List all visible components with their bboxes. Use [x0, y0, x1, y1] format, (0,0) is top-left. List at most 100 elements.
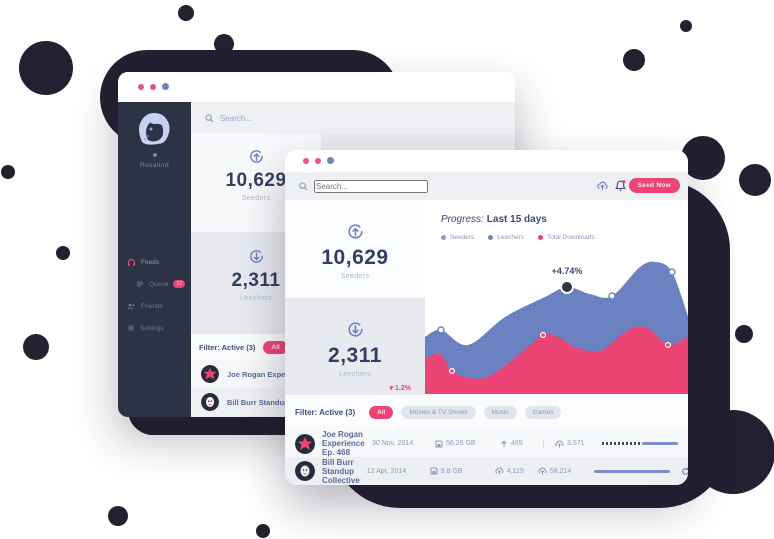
- torrent-size: 56.25 GB: [435, 440, 493, 448]
- torrent-title: Joe Rogan Experience Ep. 468: [322, 430, 365, 457]
- torrent-date: 12 Apr, 2014: [366, 467, 407, 475]
- seeders-value: 10,629: [321, 246, 389, 269]
- front-window-titlebar: [285, 150, 688, 172]
- search-icon: [299, 181, 308, 190]
- decor-circle: [108, 506, 128, 526]
- bell-icon[interactable]: [615, 180, 626, 192]
- cloud-up-icon: [555, 440, 564, 447]
- front-app-window: Seed Now 10,629 Seeders 2,311 Leechers ▾…: [285, 150, 688, 485]
- refresh-icon[interactable]: [681, 467, 688, 476]
- decor-circle: [739, 164, 771, 196]
- torrent-seeds: 4,119: [495, 467, 531, 475]
- headset-icon: [127, 258, 136, 266]
- torrent-thumbnail: [201, 365, 219, 383]
- legend-dot: [441, 235, 446, 240]
- chart-title: Progress: Last 15 days: [441, 214, 547, 225]
- legend-dot: [488, 235, 494, 240]
- disk-icon: [430, 467, 438, 475]
- window-control-dot[interactable]: [327, 157, 334, 164]
- torrent-title: Joe Rogan Experience Ep. 468: [227, 369, 336, 379]
- progress-chart-panel: Progress: Last 15 days Seeders Leechers T…: [425, 200, 688, 395]
- cloud-up-icon: [495, 467, 504, 475]
- legend-item-total-downloads[interactable]: Total Downloads: [537, 234, 595, 241]
- status-dot: [153, 153, 157, 157]
- torrent-size: 9.8 GB: [430, 467, 488, 475]
- search-input[interactable]: [314, 179, 428, 193]
- leechers-value: 2,311: [328, 344, 382, 367]
- list-icon: [137, 281, 143, 287]
- window-control-dot[interactable]: [150, 84, 156, 90]
- chart-title-prefix: Progress:: [441, 214, 484, 225]
- torrent-thumbnail: [201, 393, 219, 411]
- seeders-value: 10,629: [225, 170, 287, 191]
- upload-icon[interactable]: [597, 181, 608, 191]
- decor-circle: [680, 20, 692, 32]
- upload-stat-icon: [347, 224, 363, 239]
- decor-circle: [56, 246, 70, 260]
- seed-now-button[interactable]: Seed Now: [628, 178, 680, 193]
- window-control-dot[interactable]: [138, 84, 144, 90]
- leechers-label: Leechers: [339, 371, 371, 378]
- progress-solid-segment: [593, 469, 670, 473]
- torrent-peers: 58,214: [538, 467, 582, 475]
- download-stat-icon: [249, 250, 263, 263]
- torrent-row[interactable]: Joe Rogan Experience Ep. 468 30 Nov, 201…: [285, 430, 688, 457]
- progress-bar: [593, 469, 670, 473]
- filter-pill-music[interactable]: Music: [483, 406, 517, 419]
- decor-circle: [735, 325, 753, 343]
- decor-circle: [623, 49, 645, 71]
- sidebar-item-feeds[interactable]: Feeds: [118, 254, 191, 270]
- queue-count-badge: 12: [173, 280, 185, 288]
- disk-icon: [435, 440, 443, 447]
- leechers-label: Leechers: [240, 295, 272, 302]
- progress-bar: [602, 442, 678, 446]
- sidebar-item-friends[interactable]: Friends: [118, 298, 191, 314]
- leechers-value: 2,311: [231, 270, 281, 291]
- decor-circle: [681, 136, 725, 180]
- search-input[interactable]: [220, 113, 340, 123]
- decor-circle: [178, 5, 194, 21]
- back-window-titlebar: [118, 72, 515, 102]
- user-avatar[interactable]: [134, 110, 174, 150]
- progress-solid-segment: [641, 442, 678, 445]
- divider: [543, 438, 544, 449]
- chart-title-main: Last 15 days: [486, 214, 547, 225]
- decor-circle: [1, 165, 15, 179]
- decor-circle: [214, 34, 234, 54]
- decor-circle: [23, 334, 49, 360]
- progress-dashed-segment: [602, 442, 642, 445]
- filter-pill-all[interactable]: All: [263, 340, 288, 354]
- search-icon: [205, 113, 214, 122]
- arrow-up-icon: [501, 440, 507, 447]
- sidebar-item-label: Queue: [149, 280, 169, 288]
- window-control-dot[interactable]: [315, 158, 321, 164]
- window-control-dot[interactable]: [303, 158, 309, 164]
- front-search-bar: Seed Now: [285, 172, 688, 200]
- back-search-bar: [191, 102, 515, 134]
- filter-label: Filter: Active (3): [199, 342, 256, 352]
- torrent-row[interactable]: Bill Burr Standup Collective 12 Apr, 201…: [285, 457, 688, 485]
- decor-circle: [145, 425, 155, 435]
- sidebar-item-queue[interactable]: Queue 12: [118, 276, 191, 292]
- svg-text:+4.74%: +4.74%: [552, 266, 583, 276]
- chart-legend: Seeders Leechers Total Downloads: [441, 234, 595, 241]
- torrent-title: Bill Burr Standup Collective: [322, 457, 360, 485]
- legend-item-leechers[interactable]: Leechers: [488, 234, 524, 241]
- legend-item-seeders[interactable]: Seeders: [441, 234, 474, 241]
- legend-dot: [537, 235, 543, 240]
- torrent-thumbnail: [295, 433, 315, 454]
- torrent-thumbnail: [295, 461, 315, 481]
- seeders-label: Seeders: [340, 273, 370, 280]
- users-icon: [127, 303, 135, 310]
- download-stat-icon: [347, 322, 363, 337]
- filter-pill-movies[interactable]: Movies & TV Shows: [401, 406, 476, 419]
- filter-pill-games[interactable]: Games: [524, 406, 562, 419]
- filter-pill-all[interactable]: All: [369, 406, 394, 419]
- leechers-stat-card: 2,311 Leechers ▾ 1.2%: [285, 298, 425, 400]
- torrent-date: 30 Nov, 2014: [372, 440, 414, 447]
- user-name: Rosalind: [139, 162, 170, 169]
- upload-stat-icon: [249, 150, 263, 163]
- window-control-dot[interactable]: [162, 83, 169, 90]
- sidebar-item-settings[interactable]: Settings: [118, 320, 191, 336]
